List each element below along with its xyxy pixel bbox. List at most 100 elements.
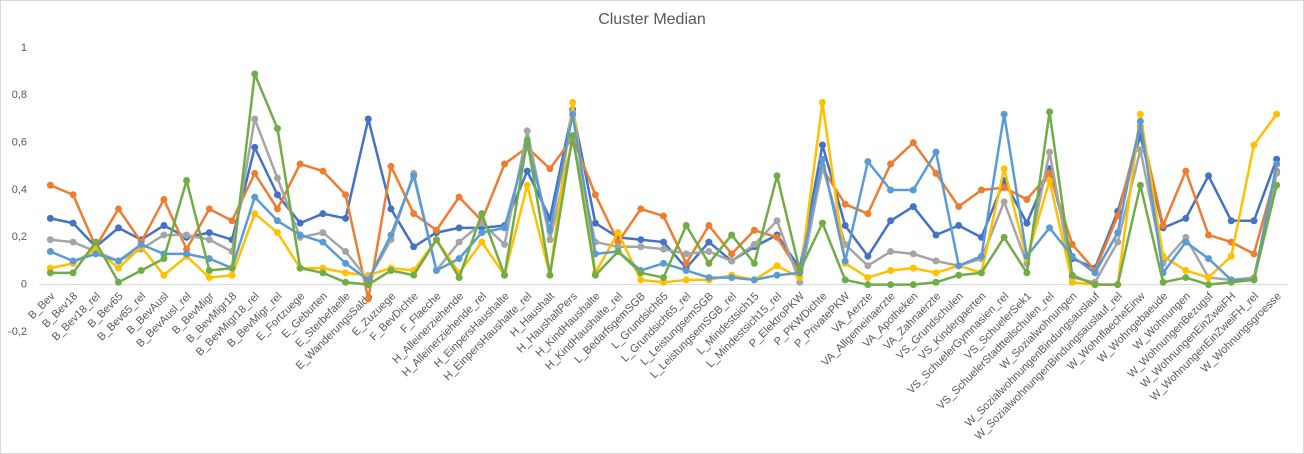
- data-point: [1023, 269, 1031, 277]
- data-point: [46, 236, 54, 244]
- data-point: [1114, 238, 1122, 246]
- data-point: [410, 243, 418, 251]
- data-point: [705, 274, 713, 282]
- data-point: [887, 281, 895, 289]
- data-point: [319, 229, 327, 237]
- data-point: [387, 205, 395, 213]
- data-point: [637, 205, 645, 213]
- data-point: [682, 259, 690, 267]
- data-point: [1114, 281, 1122, 289]
- data-point: [773, 217, 781, 225]
- data-point: [251, 193, 259, 201]
- data-point: [1046, 108, 1054, 116]
- data-point: [251, 169, 259, 177]
- data-point: [69, 191, 77, 199]
- data-point: [92, 238, 100, 246]
- data-point: [342, 248, 350, 256]
- data-point: [137, 266, 145, 274]
- data-point: [864, 210, 872, 218]
- data-point: [932, 269, 940, 277]
- data-point: [1182, 214, 1190, 222]
- data-point: [818, 219, 826, 227]
- data-point: [887, 160, 895, 168]
- data-point: [342, 214, 350, 222]
- data-point: [591, 191, 599, 199]
- data-point: [637, 269, 645, 277]
- data-point: [1205, 274, 1213, 282]
- data-point: [1091, 281, 1099, 289]
- data-point: [1159, 278, 1167, 286]
- data-point: [818, 141, 826, 149]
- data-point: [932, 148, 940, 156]
- data-point: [1205, 231, 1213, 239]
- data-point: [1250, 141, 1258, 149]
- data-point: [569, 98, 577, 106]
- data-point: [251, 70, 259, 78]
- data-point: [682, 266, 690, 274]
- data-point: [546, 165, 554, 173]
- data-point: [864, 281, 872, 289]
- data-point: [637, 276, 645, 284]
- data-point: [1136, 181, 1144, 189]
- data-point: [455, 274, 463, 282]
- y-tick-label: 0,8: [12, 89, 27, 101]
- y-tick-label: -0,2: [8, 326, 27, 338]
- data-point: [705, 222, 713, 229]
- data-point: [773, 233, 781, 241]
- data-point: [977, 269, 985, 277]
- data-point: [114, 224, 122, 232]
- data-point: [137, 240, 145, 248]
- data-point: [841, 257, 849, 265]
- data-point: [841, 276, 849, 284]
- data-point: [364, 281, 372, 289]
- data-point: [410, 172, 418, 180]
- data-point: [114, 264, 122, 272]
- data-point: [1000, 165, 1008, 173]
- data-point: [342, 278, 350, 286]
- data-point: [1046, 148, 1054, 156]
- data-point: [773, 172, 781, 180]
- data-point: [523, 181, 531, 189]
- data-point: [205, 274, 213, 282]
- y-tick-label: 1: [21, 42, 27, 54]
- data-point: [932, 278, 940, 286]
- data-point: [955, 271, 963, 279]
- data-point: [955, 262, 963, 270]
- data-point: [205, 236, 213, 244]
- data-point: [818, 98, 826, 106]
- data-point: [1023, 195, 1031, 203]
- data-point: [1000, 198, 1008, 206]
- data-point: [728, 231, 736, 239]
- data-point: [501, 160, 509, 168]
- data-point: [1136, 146, 1144, 154]
- data-point: [296, 231, 304, 239]
- data-point: [796, 266, 804, 274]
- data-point: [1046, 177, 1054, 185]
- data-point: [909, 203, 917, 211]
- data-point: [1091, 269, 1099, 277]
- y-tick-label: 0,6: [12, 137, 27, 149]
- data-point: [478, 229, 486, 237]
- data-point: [46, 248, 54, 256]
- data-point: [887, 217, 895, 225]
- data-point: [319, 238, 327, 246]
- data-point: [455, 224, 463, 232]
- data-point: [909, 186, 917, 194]
- data-point: [183, 231, 191, 239]
- data-point: [273, 205, 281, 213]
- data-point: [251, 143, 259, 151]
- data-point: [69, 269, 77, 277]
- data-point: [728, 274, 736, 282]
- data-point: [705, 238, 713, 246]
- data-point: [455, 238, 463, 246]
- data-point: [705, 259, 713, 267]
- data-point: [909, 250, 917, 258]
- data-point: [69, 238, 77, 246]
- data-point: [1182, 238, 1190, 246]
- data-point: [114, 205, 122, 213]
- data-point: [319, 210, 327, 218]
- data-point: [660, 212, 667, 220]
- data-point: [205, 229, 213, 237]
